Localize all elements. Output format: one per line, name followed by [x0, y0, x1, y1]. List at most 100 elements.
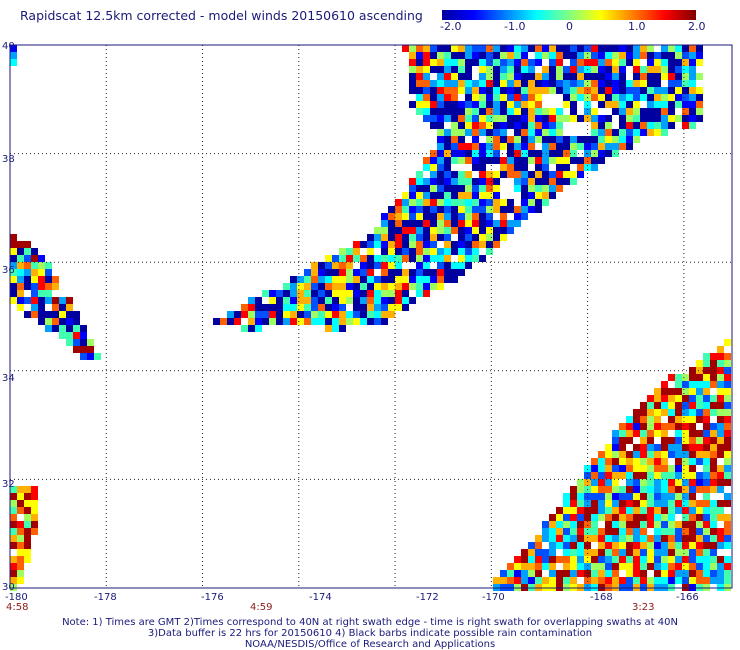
- wind-cell: [549, 542, 556, 549]
- wind-cell: [563, 164, 570, 171]
- wind-cell: [598, 66, 605, 73]
- wind-cell: [619, 493, 626, 500]
- wind-cell: [59, 318, 66, 325]
- wind-cell: [696, 577, 703, 584]
- wind-cell: [430, 234, 437, 241]
- wind-cell: [437, 213, 444, 220]
- wind-cell: [437, 157, 444, 164]
- wind-cell: [388, 227, 395, 234]
- wind-cell: [297, 276, 304, 283]
- wind-cell: [38, 269, 45, 276]
- wind-cell: [388, 241, 395, 248]
- wind-cell: [444, 66, 451, 73]
- wind-cell: [605, 122, 612, 129]
- wind-cell: [640, 115, 647, 122]
- wind-cell: [444, 101, 451, 108]
- wind-cell: [703, 486, 710, 493]
- wind-cell: [402, 290, 409, 297]
- wind-cell: [465, 199, 472, 206]
- wind-cell: [458, 73, 465, 80]
- wind-cell: [486, 59, 493, 66]
- wind-cell: [24, 311, 31, 318]
- wind-cell: [444, 73, 451, 80]
- wind-cell: [535, 59, 542, 66]
- wind-cell: [73, 339, 80, 346]
- wind-cell: [80, 332, 87, 339]
- wind-cell: [423, 185, 430, 192]
- wind-cell: [500, 199, 507, 206]
- wind-cell: [724, 430, 731, 437]
- wind-cell: [402, 199, 409, 206]
- wind-cell: [661, 451, 668, 458]
- wind-cell: [395, 255, 402, 262]
- wind-cell: [640, 507, 647, 514]
- wind-cell: [535, 556, 542, 563]
- wind-cell: [696, 514, 703, 521]
- wind-cell: [717, 388, 724, 395]
- wind-cell: [38, 311, 45, 318]
- wind-cell: [465, 80, 472, 87]
- wind-cell: [633, 444, 640, 451]
- wind-cell: [584, 52, 591, 59]
- wind-cell: [472, 136, 479, 143]
- wind-cell: [52, 325, 59, 332]
- wind-cell: [668, 444, 675, 451]
- wind-cell: [682, 493, 689, 500]
- wind-cell: [423, 73, 430, 80]
- wind-cell: [598, 150, 605, 157]
- wind-cell: [591, 493, 598, 500]
- wind-cell: [605, 94, 612, 101]
- wind-cell: [395, 213, 402, 220]
- wind-cell: [703, 514, 710, 521]
- wind-cell: [689, 66, 696, 73]
- wind-cell: [451, 276, 458, 283]
- wind-cell: [647, 451, 654, 458]
- wind-cell: [10, 570, 17, 577]
- wind-cell: [465, 171, 472, 178]
- wind-cell: [528, 542, 535, 549]
- wind-cell: [409, 241, 416, 248]
- wind-cell: [493, 199, 500, 206]
- wind-cell: [465, 52, 472, 59]
- wind-cell: [290, 283, 297, 290]
- wind-cell: [486, 101, 493, 108]
- wind-cell: [514, 122, 521, 129]
- wind-cell: [640, 521, 647, 528]
- wind-cell: [388, 276, 395, 283]
- wind-cell: [633, 136, 640, 143]
- wind-cell: [668, 521, 675, 528]
- wind-cell: [437, 73, 444, 80]
- wind-cell: [17, 528, 24, 535]
- wind-cell: [633, 500, 640, 507]
- wind-cell: [493, 241, 500, 248]
- wind-cell: [647, 465, 654, 472]
- wind-cell: [703, 528, 710, 535]
- wind-cell: [689, 507, 696, 514]
- wind-cell: [640, 409, 647, 416]
- wind-cell: [584, 563, 591, 570]
- swath-time-1: 4:58: [6, 602, 28, 613]
- wind-cell: [80, 353, 87, 360]
- wind-cell: [367, 290, 374, 297]
- wind-cell: [31, 521, 38, 528]
- wind-cell: [661, 486, 668, 493]
- wind-cell: [598, 570, 605, 577]
- wind-cell: [570, 178, 577, 185]
- wind-cell: [45, 297, 52, 304]
- wind-cell: [486, 73, 493, 80]
- wind-cell: [668, 556, 675, 563]
- wind-cell: [437, 66, 444, 73]
- wind-cell: [17, 563, 24, 570]
- wind-cell: [381, 227, 388, 234]
- wind-cell: [521, 570, 528, 577]
- wind-cell: [416, 94, 423, 101]
- wind-cell: [640, 108, 647, 115]
- wind-cell: [269, 318, 276, 325]
- wind-cell: [542, 143, 549, 150]
- wind-cell: [339, 304, 346, 311]
- wind-cell: [612, 73, 619, 80]
- lat-tick-40: 40: [2, 41, 15, 52]
- wind-cell: [10, 507, 17, 514]
- wind-cell: [17, 290, 24, 297]
- wind-cell: [654, 73, 661, 80]
